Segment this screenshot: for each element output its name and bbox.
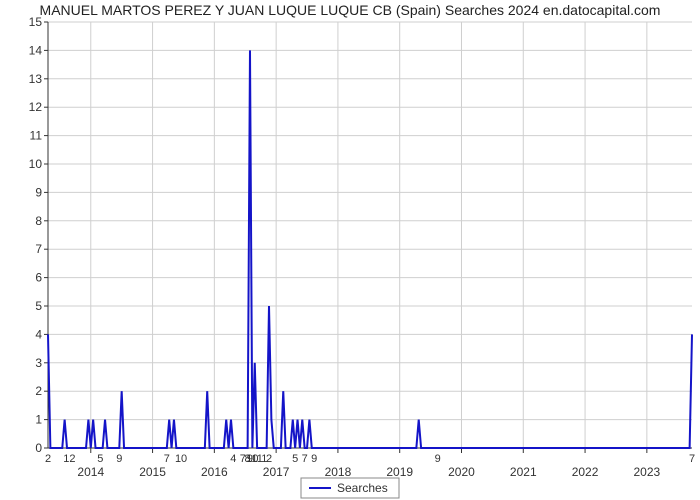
x-extra-label: 9	[435, 453, 441, 465]
x-year-label: 2021	[510, 465, 537, 479]
x-extra-label: 7	[164, 453, 170, 465]
x-extra-label: 5	[97, 453, 103, 465]
legend-label: Searches	[337, 481, 388, 495]
x-extra-label: 5	[292, 453, 298, 465]
x-year-label: 2017	[263, 465, 290, 479]
x-extra-label: 2	[45, 453, 51, 465]
y-tick-label: 8	[35, 214, 42, 228]
x-year-label: 2016	[201, 465, 228, 479]
y-tick-label: 6	[35, 271, 42, 285]
y-tick-label: 12	[29, 100, 43, 114]
x-year-label: 2019	[386, 465, 413, 479]
x-extra-label: 4	[230, 453, 236, 465]
x-extra-label: 2	[266, 453, 272, 465]
x-year-label: 2015	[139, 465, 166, 479]
x-extra-label: 7	[302, 453, 308, 465]
y-tick-label: 9	[35, 185, 42, 199]
x-year-label: 2023	[633, 465, 660, 479]
line-chart: 0123456789101112131415201420152016201720…	[0, 0, 700, 500]
x-year-label: 2020	[448, 465, 475, 479]
y-tick-label: 11	[30, 129, 43, 143]
x-extra-label: 10	[175, 453, 187, 465]
y-tick-label: 1	[35, 413, 42, 427]
y-tick-label: 5	[35, 299, 42, 313]
x-year-label: 2022	[572, 465, 599, 479]
x-extra-label: 12	[63, 453, 75, 465]
y-tick-label: 4	[35, 327, 42, 341]
y-tick-label: 14	[29, 43, 43, 57]
x-extra-label: 9	[116, 453, 122, 465]
x-extra-label: 9	[311, 453, 317, 465]
x-year-label: 2014	[77, 465, 104, 479]
chart-container: MANUEL MARTOS PEREZ Y JUAN LUQUE LUQUE C…	[0, 0, 700, 500]
y-tick-label: 13	[29, 72, 43, 86]
x-year-label: 2018	[325, 465, 352, 479]
y-tick-label: 3	[35, 356, 42, 370]
y-tick-label: 10	[29, 157, 43, 171]
x-extra-label: 7	[689, 453, 695, 465]
y-tick-label: 0	[35, 441, 42, 455]
y-tick-label: 7	[35, 242, 42, 256]
chart-title: MANUEL MARTOS PEREZ Y JUAN LUQUE LUQUE C…	[0, 2, 700, 18]
y-tick-label: 2	[35, 384, 42, 398]
